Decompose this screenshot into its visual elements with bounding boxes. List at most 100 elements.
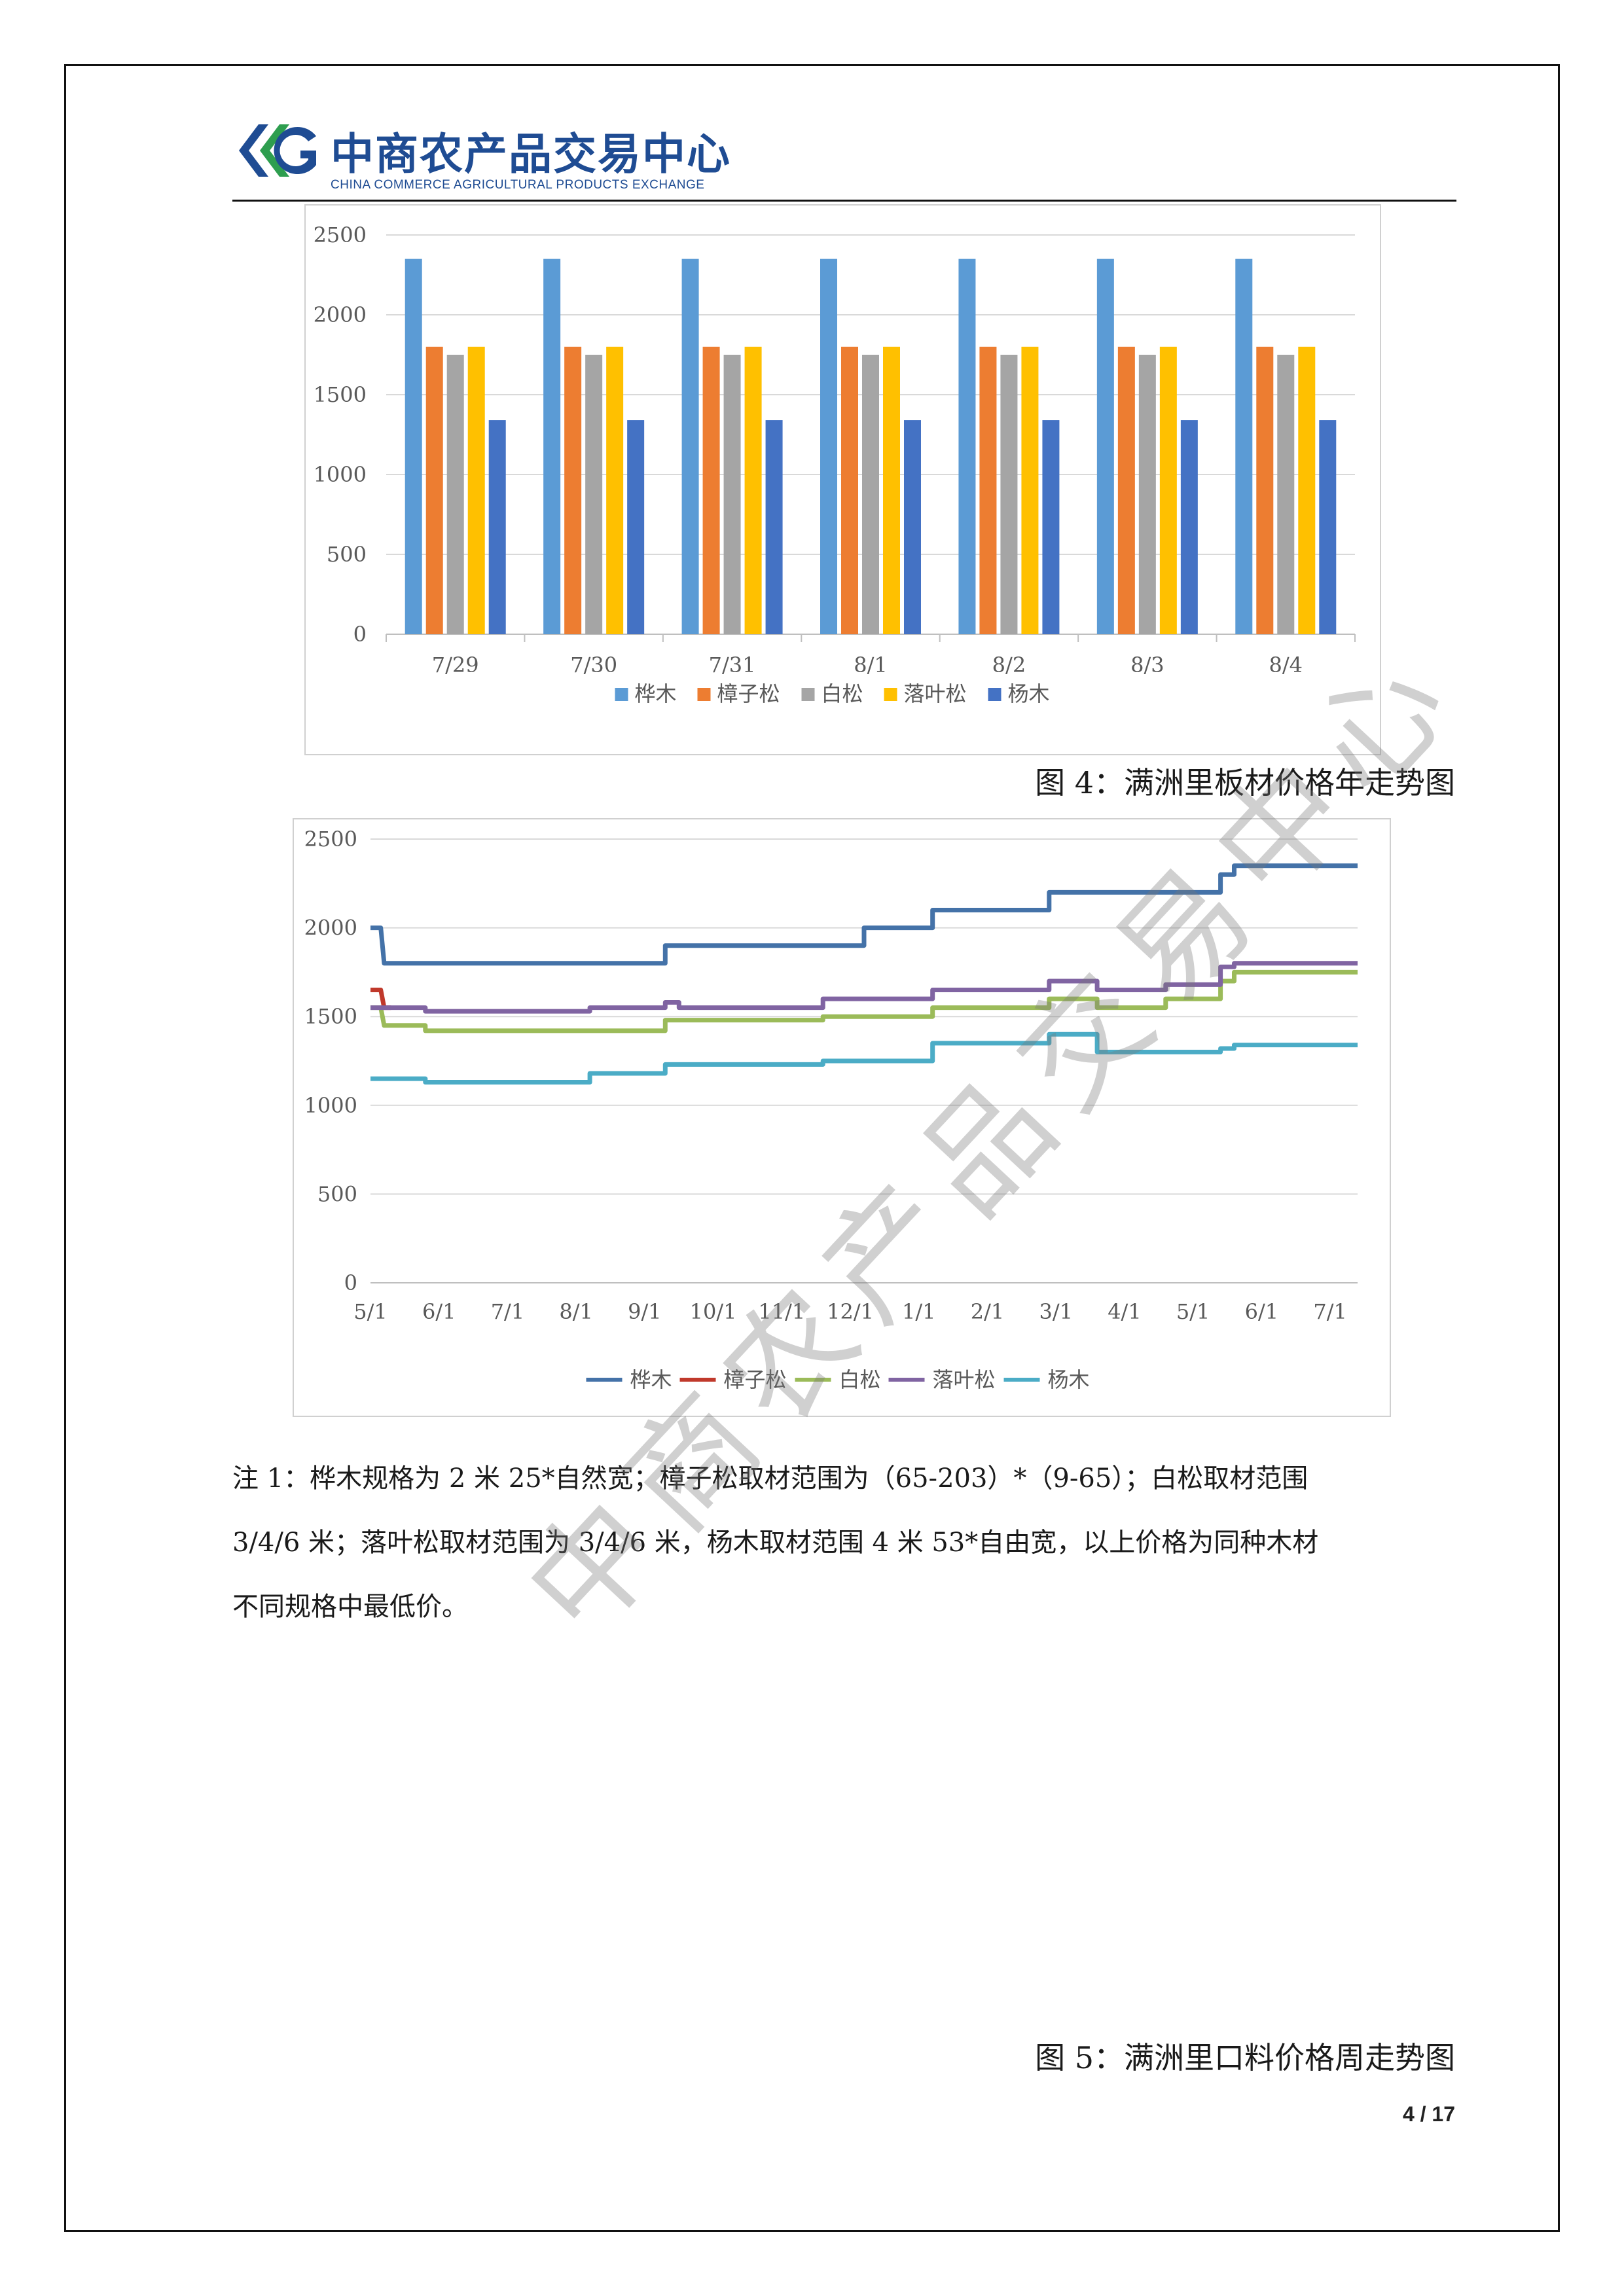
bar <box>723 355 741 634</box>
x-tick-label: 8/3 <box>1130 653 1164 677</box>
x-tick-label: 7/1 <box>491 1299 525 1324</box>
y-tick-label: 2500 <box>314 223 367 247</box>
bar <box>744 346 762 634</box>
figure5-caption: 图 5：满洲里口料价格周走势图 <box>1035 2040 1455 2075</box>
y-tick-label: 1000 <box>314 462 367 487</box>
y-tick-label: 1000 <box>304 1093 357 1118</box>
x-tick-label: 5/1 <box>1176 1299 1210 1324</box>
y-tick-label: 1500 <box>314 382 367 407</box>
bar <box>862 355 879 634</box>
note-paragraph: 注 1：桦木规格为 2 米 25*自然宽；樟子松取材范围为（65-203）*（9… <box>232 1446 1463 1639</box>
bar <box>1096 259 1114 635</box>
bar <box>1256 346 1274 634</box>
note-line-3: 不同规格中最低价。 <box>232 1592 468 1622</box>
bar <box>841 346 858 634</box>
x-tick-label: 6/1 <box>1245 1299 1279 1324</box>
bar <box>1042 420 1060 634</box>
series-line <box>370 988 391 1011</box>
bar <box>467 346 485 634</box>
legend-label: 桦木 <box>635 681 677 706</box>
bar <box>1319 420 1337 634</box>
y-tick-label: 2500 <box>304 827 357 852</box>
x-tick-label: 7/29 <box>432 653 479 677</box>
bar <box>543 259 561 635</box>
bar <box>820 259 837 635</box>
bar <box>765 420 783 634</box>
logo-icon <box>239 124 316 177</box>
x-tick-label: 10/1 <box>690 1299 737 1324</box>
y-tick-label: 1500 <box>304 1004 357 1029</box>
bar-chart-container: 0 500 1000 1500 2000 2500 7/29 7/30 7/31 8/1 8/2 8/… <box>304 204 1381 755</box>
x-tick-label: 7/1 <box>1313 1299 1347 1324</box>
x-tick-label: 3/1 <box>1039 1299 1073 1324</box>
x-tick-label: 8/1 <box>559 1299 593 1324</box>
bar <box>606 346 624 634</box>
bar <box>1180 420 1198 634</box>
series-line <box>370 863 1358 966</box>
legend-swatch <box>988 688 1001 701</box>
note-line-2: 3/4/6 米；落叶松取材范围为 3/4/6 米，杨木取材范围 4 米 53*自… <box>232 1528 1319 1558</box>
y-tick-label: 0 <box>353 622 367 647</box>
bar <box>405 259 422 635</box>
x-tick-label: 8/1 <box>854 653 888 677</box>
header: 中商农产品交易中心 CHINA COMMERCE AGRICULTURAL PR… <box>232 111 1476 203</box>
bar <box>1235 259 1253 635</box>
series-line <box>370 961 1358 1014</box>
bar <box>958 259 976 635</box>
legend-label: 樟子松 <box>717 681 780 706</box>
bar <box>1021 346 1039 634</box>
y-tick-label: 500 <box>327 542 367 567</box>
x-tick-label: 2/1 <box>971 1299 1005 1324</box>
legend-label: 白松 <box>821 681 863 706</box>
legend-label: 桦木 <box>630 1367 672 1392</box>
bar <box>564 346 582 634</box>
note-line-1: 注 1：桦木规格为 2 米 25*自然宽；樟子松取材范围为（65-203）*（9… <box>232 1463 1308 1494</box>
legend-label: 杨木 <box>1008 681 1050 706</box>
logo-subtitle: CHINA COMMERCE AGRICULTURAL PRODUCTS EXC… <box>331 178 705 192</box>
bar <box>1000 355 1018 634</box>
legend-label: 落叶松 <box>904 681 967 706</box>
line-chart: 0 500 1000 1500 2000 2500 5/1 6/1 7/1 8/1 9/1 10/1 1… <box>304 827 1358 1392</box>
legend-swatch <box>697 688 711 701</box>
x-tick-label: 11/1 <box>758 1299 805 1324</box>
x-tick-label: 9/1 <box>628 1299 662 1324</box>
bar <box>446 355 464 634</box>
legend-swatch <box>615 688 628 701</box>
bar <box>1117 346 1135 634</box>
legend-swatch <box>884 688 897 701</box>
x-tick-label: 7/30 <box>570 653 617 677</box>
bar <box>585 355 603 634</box>
y-tick-label: 500 <box>317 1181 357 1206</box>
bar <box>1298 346 1316 634</box>
bar <box>1138 355 1156 634</box>
x-tick-label: 8/2 <box>992 653 1026 677</box>
x-tick-label: 5/1 <box>353 1299 388 1324</box>
x-tick-label: 4/1 <box>1108 1299 1142 1324</box>
bar <box>425 346 443 634</box>
series-line <box>370 969 1358 1033</box>
y-tick-label: 2000 <box>304 916 357 941</box>
legend-label: 落叶松 <box>933 1367 996 1392</box>
line-chart-container: 0 500 1000 1500 2000 2500 5/1 6/1 7/1 8/1 9/1 10/1 1… <box>293 818 1391 1417</box>
bar <box>702 346 720 634</box>
series-line <box>370 1031 1358 1085</box>
page-number: 4 / 17 <box>1402 2102 1455 2126</box>
bar-chart: 0 500 1000 1500 2000 2500 7/29 7/30 7/31 8/1 8/2 8/… <box>314 223 1356 706</box>
bar <box>904 420 921 634</box>
x-tick-label: 12/1 <box>827 1299 874 1324</box>
page-border <box>64 64 1560 2232</box>
bar <box>681 259 699 635</box>
bar <box>627 420 645 634</box>
legend-label: 白松 <box>839 1367 881 1392</box>
bar <box>1159 346 1177 634</box>
legend-label: 樟子松 <box>724 1367 787 1392</box>
bar <box>883 346 900 634</box>
logo-title: 中商农产品交易中心 <box>331 129 731 179</box>
x-tick-label: 7/31 <box>709 653 756 677</box>
figure4-caption: 图 4：满洲里板材价格年走势图 <box>1035 765 1455 800</box>
y-tick-label: 0 <box>344 1270 357 1295</box>
bar <box>979 346 997 634</box>
legend-label: 杨木 <box>1048 1367 1090 1392</box>
legend-swatch <box>801 688 815 701</box>
bar <box>488 420 506 634</box>
